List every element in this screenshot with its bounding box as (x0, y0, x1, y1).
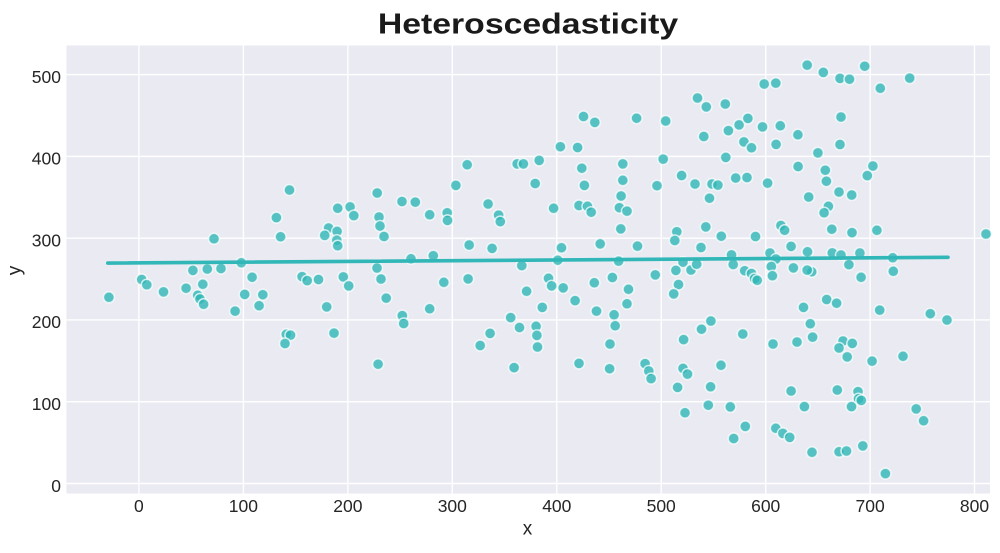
svg-text:y: y (5, 265, 26, 275)
svg-text:Heteroscedasticity: Heteroscedasticity (378, 8, 679, 40)
svg-text:300: 300 (32, 231, 61, 251)
svg-text:0: 0 (51, 476, 61, 496)
svg-text:700: 700 (855, 496, 884, 516)
svg-text:100: 100 (32, 394, 61, 414)
svg-text:100: 100 (229, 496, 258, 516)
svg-text:200: 200 (32, 312, 61, 332)
svg-text:800: 800 (960, 496, 989, 516)
svg-text:400: 400 (542, 496, 571, 516)
svg-text:300: 300 (438, 496, 467, 516)
svg-text:500: 500 (647, 496, 676, 516)
svg-text:0: 0 (134, 496, 144, 516)
svg-text:500: 500 (32, 67, 61, 87)
svg-text:600: 600 (751, 496, 780, 516)
svg-text:400: 400 (32, 149, 61, 169)
svg-text:200: 200 (333, 496, 362, 516)
svg-text:x: x (523, 519, 533, 540)
